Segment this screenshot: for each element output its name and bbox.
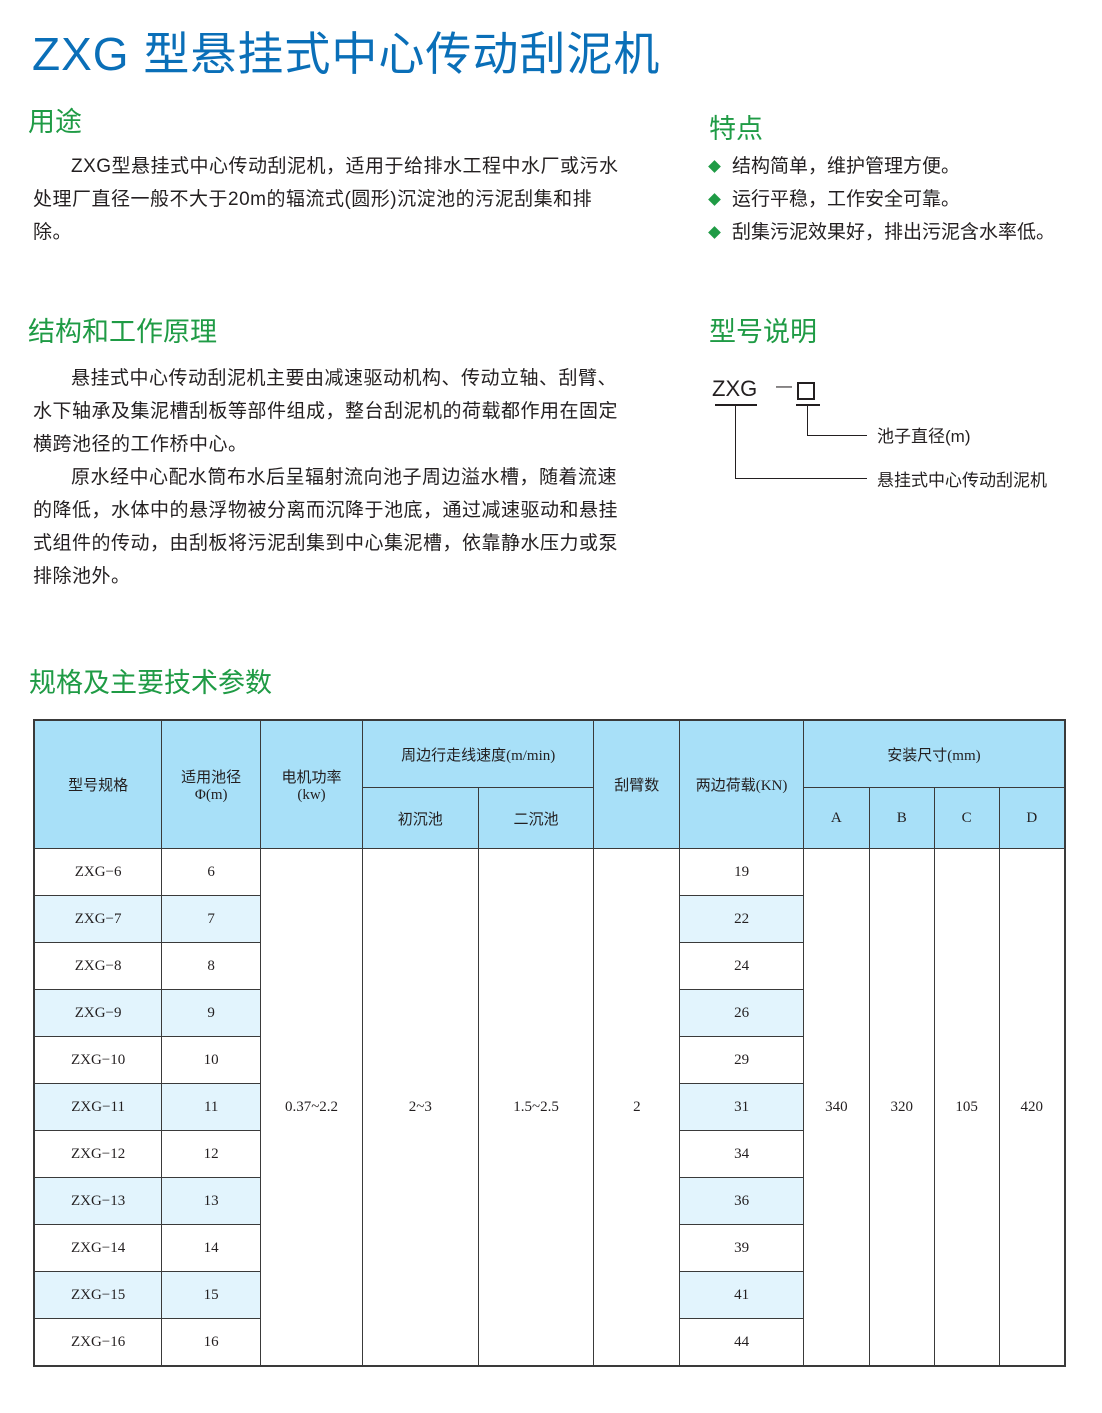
cell-diameter: 7 [161, 895, 262, 943]
cell-load: 39 [679, 1224, 804, 1272]
header-c: C [933, 787, 1000, 849]
table-row: ZXG−16 16 44 [33, 1318, 1065, 1367]
usage-paragraph: ZXG型悬挂式中心传动刮泥机，适用于给排水工程中水厂或污水处理厂直径一般不大于2… [33, 156, 619, 243]
cell-diameter: 8 [161, 942, 262, 990]
features-heading: 特点 [709, 114, 763, 144]
cell-load: 26 [679, 989, 804, 1037]
header-speed-primary: 初沉池 [361, 787, 479, 849]
connector-line [807, 406, 808, 436]
cell-load: 31 [679, 1083, 804, 1131]
cell-diameter: 14 [161, 1224, 262, 1272]
cell-diameter: 6 [161, 848, 262, 896]
cell-model: ZXG−8 [33, 942, 163, 990]
cell-install-b: 320 [868, 848, 935, 1367]
header-load: 两边荷载(KN) [679, 719, 804, 849]
model-heading: 型号说明 [709, 317, 817, 347]
features-list: 结构简单，维护管理方便。 运行平稳，工作安全可靠。 刮集污泥效果好，排出污泥含水… [708, 150, 1055, 249]
structure-paragraph: 悬挂式中心传动刮泥机主要由减速驱动机构、传动立轴、刮臂、水下轴承及集泥槽刮板等部… [33, 368, 619, 455]
header-install: 安装尺寸(mm) [802, 719, 1066, 788]
cell-model: ZXG−15 [33, 1271, 163, 1319]
usage-heading: 用途 [28, 107, 82, 137]
header-b: B [868, 787, 935, 849]
feature-text: 结构简单，维护管理方便。 [732, 156, 961, 177]
header-arms: 刮臂数 [593, 719, 681, 849]
header-a: A [802, 787, 870, 849]
table-row: ZXG−12 12 34 [33, 1130, 1065, 1178]
cell-model: ZXG−10 [33, 1036, 163, 1084]
specs-table: 型号规格 适用池径 Φ(m) 电机功率 (kw) 周边行走线速度(m/min) 刮臂… [33, 719, 1066, 1367]
cell-diameter: 10 [161, 1036, 262, 1084]
structure-paragraph: 原水经中心配水筒布水后呈辐射流向池子周边溢水槽，随着流速的降低，水体中的悬浮物被… [33, 467, 619, 587]
header-speed: 周边行走线速度(m/min) [361, 719, 595, 788]
cell-model: ZXG−6 [33, 848, 163, 896]
feature-item: 结构简单，维护管理方便。 [708, 150, 1055, 183]
cell-load: 19 [679, 848, 804, 896]
table-row: ZXG−13 13 36 [33, 1177, 1065, 1225]
page-title: ZXG 型悬挂式中心传动刮泥机 [32, 28, 661, 80]
cell-model: ZXG−9 [33, 989, 163, 1037]
feature-item: 刮集污泥效果好，排出污泥含水率低。 [708, 216, 1055, 249]
diamond-bullet-icon [708, 226, 721, 239]
cell-diameter: 11 [161, 1083, 262, 1131]
feature-text: 刮集污泥效果好，排出污泥含水率低。 [732, 222, 1056, 243]
cell-speed-primary: 2~3 [361, 848, 479, 1367]
cell-load: 44 [679, 1318, 804, 1367]
diamond-bullet-icon [708, 160, 721, 173]
cell-diameter: 13 [161, 1177, 262, 1225]
cell-load: 34 [679, 1130, 804, 1178]
placeholder-box-icon [797, 382, 815, 400]
table-row: ZXG−11 11 31 [33, 1083, 1065, 1131]
cell-model: ZXG−7 [33, 895, 163, 943]
underline [715, 404, 757, 406]
cell-load: 22 [679, 895, 804, 943]
cell-diameter: 15 [161, 1271, 262, 1319]
cell-model: ZXG−13 [33, 1177, 163, 1225]
structure-heading: 结构和工作原理 [28, 317, 217, 347]
connector-line [807, 435, 867, 436]
table-row: ZXG−9 9 26 [33, 989, 1065, 1037]
cell-diameter: 9 [161, 989, 262, 1037]
label-type: 悬挂式中心传动刮泥机 [877, 471, 1047, 490]
header-model: 型号规格 [33, 719, 163, 849]
cell-diameter: 12 [161, 1130, 262, 1178]
cell-diameter: 16 [161, 1318, 262, 1367]
cell-model: ZXG−11 [33, 1083, 163, 1131]
diamond-bullet-icon [708, 193, 721, 206]
cell-install-d: 420 [998, 848, 1066, 1367]
cell-model: ZXG−16 [33, 1318, 163, 1367]
table-row: ZXG−15 15 41 [33, 1271, 1065, 1319]
cell-power: 0.37~2.2 [260, 848, 363, 1367]
cell-load: 29 [679, 1036, 804, 1084]
table-row: ZXG−8 8 24 [33, 942, 1065, 990]
structure-text: 悬挂式中心传动刮泥机主要由减速驱动机构、传动立轴、刮臂、水下轴承及集泥槽刮板等部… [33, 362, 623, 593]
header-diameter: 适用池径 Φ(m) [161, 719, 262, 849]
cell-load: 41 [679, 1271, 804, 1319]
cell-model: ZXG−12 [33, 1130, 163, 1178]
connector-line [735, 406, 736, 479]
feature-item: 运行平稳，工作安全可靠。 [708, 183, 1055, 216]
cell-load: 36 [679, 1177, 804, 1225]
specs-heading: 规格及主要技术参数 [29, 668, 272, 698]
header-d: D [998, 787, 1066, 849]
cell-install-c: 105 [933, 848, 1000, 1367]
feature-text: 运行平稳，工作安全可靠。 [732, 189, 961, 210]
label-diameter: 池子直径(m) [877, 427, 971, 446]
header-power: 电机功率 (kw) [260, 719, 363, 849]
header-speed-secondary: 二沉池 [477, 787, 595, 849]
usage-text: ZXG型悬挂式中心传动刮泥机，适用于给排水工程中水厂或污水处理厂直径一般不大于2… [33, 150, 623, 249]
underline [796, 404, 820, 406]
model-dash: — [776, 378, 792, 395]
model-diagram: ZXG — 池子直径(m) 悬挂式中心传动刮泥机 [700, 370, 1100, 500]
table-row: ZXG−6 6 0.37~2.2 2~3 1.5~2.5 2 19 340 320 105 420 [33, 848, 1066, 1367]
table-row: ZXG−7 7 22 [33, 895, 1065, 943]
cell-install-a: 340 [802, 848, 870, 1367]
cell-model: ZXG−14 [33, 1224, 163, 1272]
connector-line [735, 478, 867, 479]
cell-arms: 2 [593, 848, 681, 1367]
table-row: ZXG−10 10 29 [33, 1036, 1065, 1084]
cell-speed-secondary: 1.5~2.5 [477, 848, 595, 1367]
cell-load: 24 [679, 942, 804, 990]
model-code: ZXG [712, 376, 758, 401]
